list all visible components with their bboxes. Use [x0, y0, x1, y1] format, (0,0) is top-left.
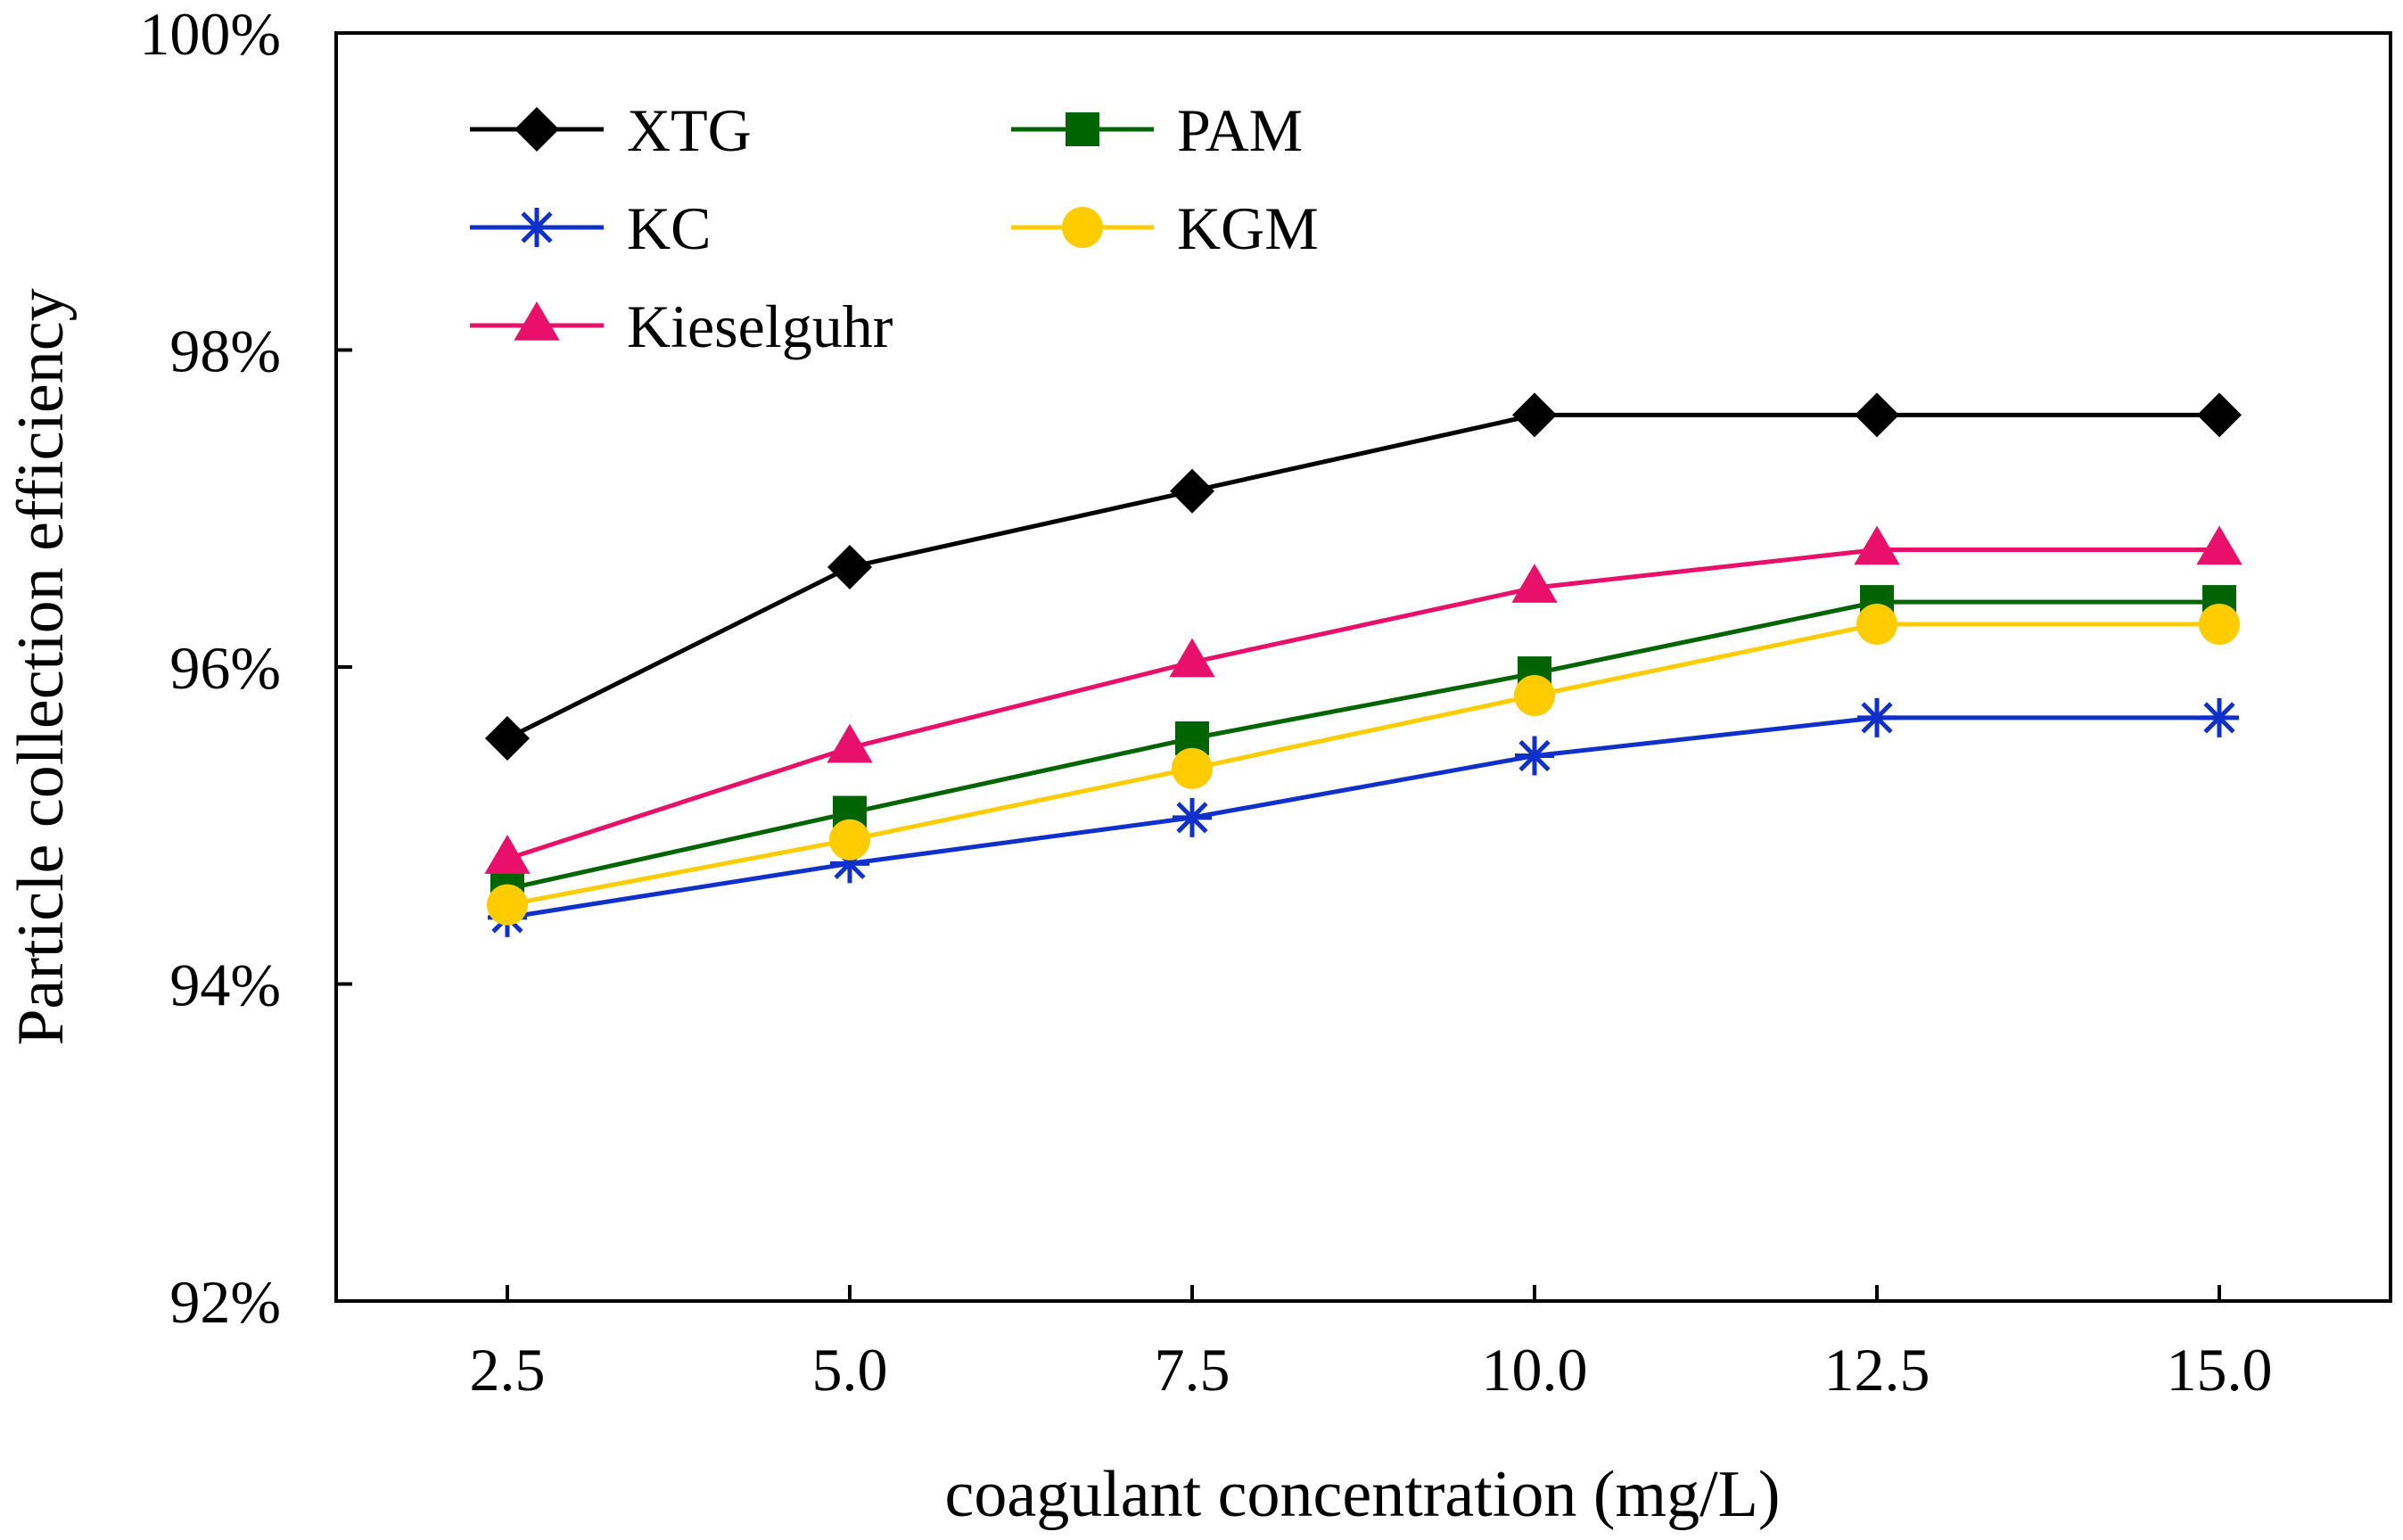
- point-kieselguhr: [827, 723, 873, 763]
- point-xtg: [1855, 392, 1899, 438]
- series-line-kgm: [506, 622, 2219, 908]
- point-xtg: [1170, 468, 1214, 514]
- point-kc: [1857, 697, 1897, 737]
- y-tick-label: 98%: [169, 317, 281, 385]
- point-kgm: [829, 819, 870, 861]
- point-kc: [1173, 797, 1212, 837]
- series-line-kieselguhr: [506, 547, 2219, 861]
- point-xtg: [485, 715, 530, 761]
- legend-marker-pam: [1066, 112, 1099, 146]
- legend-marker-kgm: [1062, 207, 1103, 248]
- legend-item-xtg: XTG: [470, 96, 752, 164]
- point-kieselguhr: [2196, 525, 2243, 565]
- legend-item-kc: KC: [470, 194, 711, 262]
- x-axis-ticks: 2.5 5.0 7.5 10.0 12.5 15.0: [470, 1285, 2273, 1404]
- y-axis-ticks: 92% 94% 96% 98% 100%: [139, 0, 352, 1336]
- series-line-kc: [506, 715, 2219, 920]
- y-tick-label: 100%: [139, 0, 281, 68]
- y-tick-label: 92%: [169, 1268, 281, 1336]
- legend-item-kieselguhr: Kieselguhr: [470, 292, 893, 360]
- point-xtg: [827, 545, 872, 590]
- point-kgm: [487, 884, 528, 926]
- point-xtg: [2197, 392, 2242, 438]
- series-xtg: [485, 392, 2242, 761]
- legend-item-kgm: KGM: [1011, 194, 1319, 262]
- point-kieselguhr: [1169, 638, 1215, 678]
- x-tick-label: 7.5: [1155, 1336, 1230, 1404]
- y-tick-label: 96%: [169, 634, 281, 702]
- x-axis-label: coagulant concentration (mg/L): [945, 1458, 1781, 1531]
- point-kieselguhr: [1854, 525, 1900, 565]
- y-axis-label: Particle collection efficiency: [4, 288, 78, 1045]
- x-tick-label: 2.5: [470, 1336, 546, 1404]
- point-xtg: [1512, 392, 1557, 438]
- series-line-xtg: [506, 412, 2219, 741]
- point-kc: [2200, 697, 2239, 737]
- legend-label: KGM: [1177, 194, 1319, 262]
- x-tick-label: 5.0: [812, 1336, 888, 1404]
- point-kieselguhr: [1511, 564, 1558, 603]
- x-tick-label: 12.5: [1824, 1336, 1930, 1404]
- legend-label: Kieselguhr: [627, 292, 893, 360]
- legend-item-pam: PAM: [1011, 96, 1303, 164]
- legend: XTG PAM KC KGM Kieselguhr: [470, 96, 1319, 360]
- y-tick-label: 94%: [169, 951, 281, 1019]
- legend-marker-kc: [517, 208, 556, 247]
- series-layer: [484, 392, 2243, 937]
- x-tick-label: 15.0: [2167, 1336, 2273, 1404]
- point-kgm: [1172, 747, 1213, 789]
- series-line-pam: [506, 599, 2219, 892]
- series-kgm: [487, 604, 2240, 926]
- legend-marker-xtg: [514, 107, 559, 152]
- legend-label: KC: [627, 194, 711, 262]
- legend-marker-kieselguhr: [514, 301, 560, 341]
- point-kc: [830, 844, 869, 884]
- legend-label: XTG: [627, 96, 752, 164]
- point-kc: [1515, 736, 1554, 776]
- series-kieselguhr: [484, 525, 2243, 874]
- point-kieselguhr: [484, 835, 531, 874]
- x-tick-label: 10.0: [1482, 1336, 1588, 1404]
- point-kgm: [1514, 674, 1555, 716]
- point-kgm: [1856, 604, 1897, 646]
- legend-label: PAM: [1177, 96, 1303, 164]
- point-kgm: [2199, 604, 2240, 646]
